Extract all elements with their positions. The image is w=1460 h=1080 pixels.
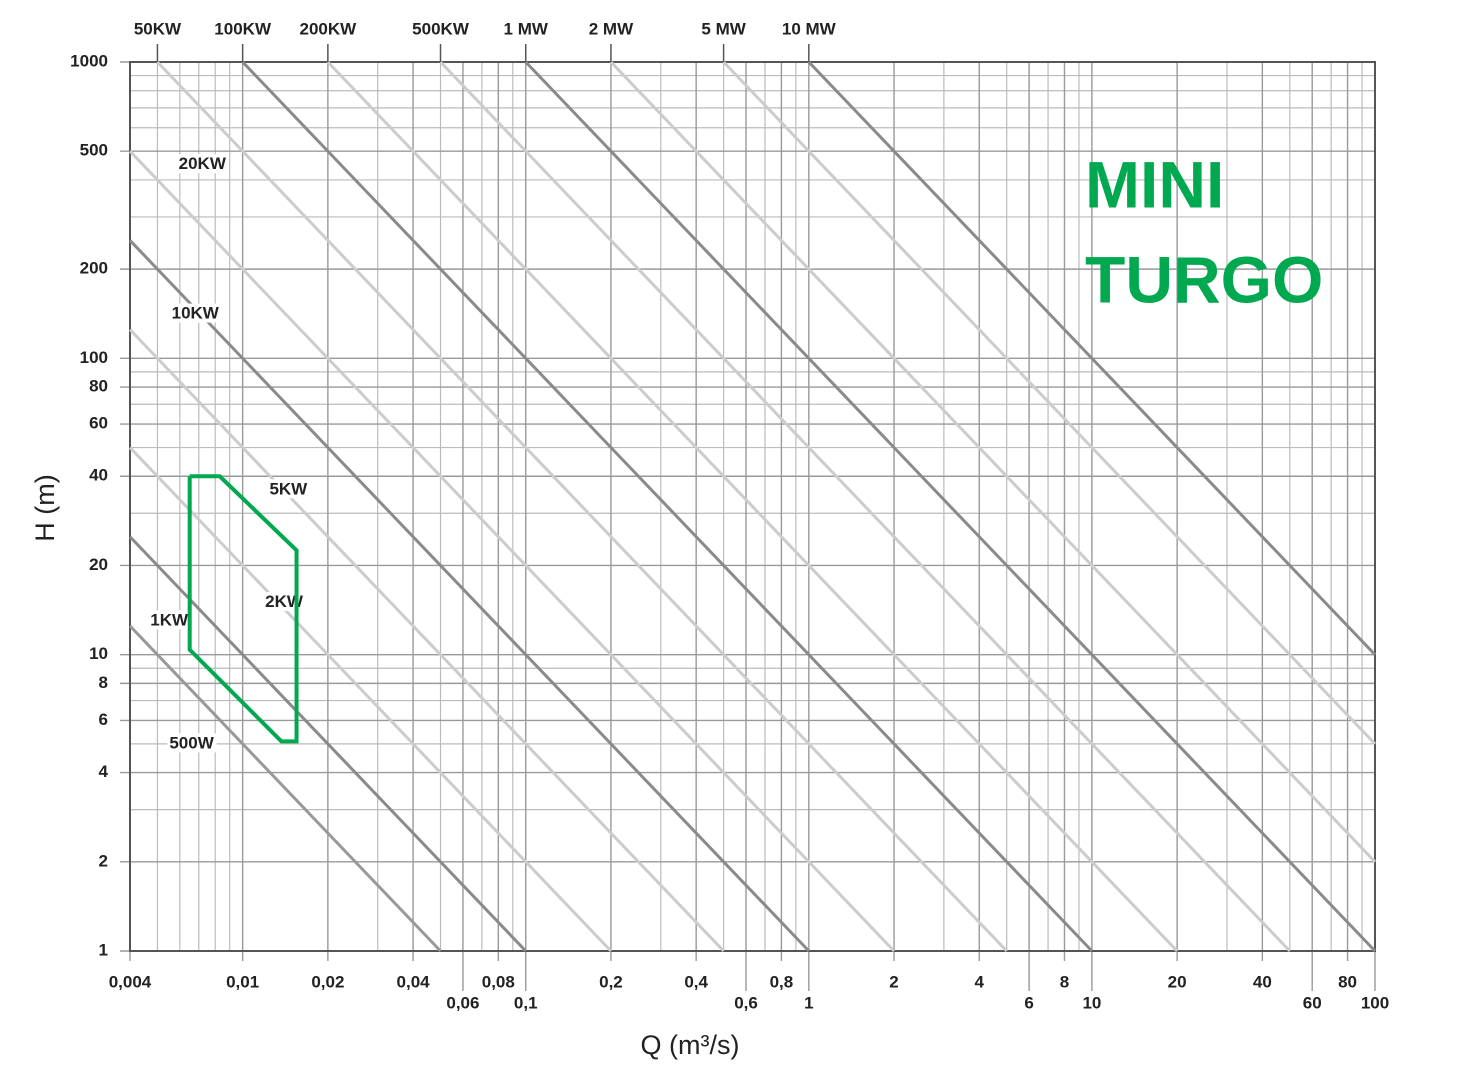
y-tick-label: 1000 <box>70 51 108 70</box>
x-tick-label: 0,8 <box>770 972 794 991</box>
x-tick-label: 10 <box>1082 993 1101 1012</box>
power-line <box>128 239 810 953</box>
power-label: 2 MW <box>589 19 634 38</box>
y-axis-label: H (m) <box>30 474 60 541</box>
power-line <box>241 60 1093 953</box>
x-tick-label: 1 <box>804 993 813 1012</box>
x-tick-label: 0,1 <box>514 993 538 1012</box>
y-tick-label: 80 <box>89 377 108 396</box>
y-tick-label: 40 <box>89 466 108 485</box>
x-tick-label: 20 <box>1168 972 1187 991</box>
x-tick-label: 0,04 <box>397 972 431 991</box>
region-outline <box>187 474 299 744</box>
x-tick-label: 0,004 <box>109 972 152 991</box>
power-label: 200KW <box>300 19 358 38</box>
power-label: 50KW <box>134 19 182 38</box>
power-line <box>128 535 527 953</box>
power-label: 1KW <box>150 610 189 629</box>
x-tick-label: 60 <box>1303 993 1322 1012</box>
power-label: 500KW <box>412 19 470 38</box>
x-tick-label: 80 <box>1338 972 1357 991</box>
x-tick-label: 0,01 <box>226 972 259 991</box>
y-tick-label: 60 <box>89 414 108 433</box>
power-line <box>156 60 1008 953</box>
y-tick-label: 1 <box>99 940 108 959</box>
power-label-bg <box>167 733 217 753</box>
power-label: 20KW <box>179 154 227 173</box>
power-line <box>128 446 613 953</box>
grid <box>120 61 1376 991</box>
x-tick-label: 0,4 <box>684 972 708 991</box>
power-line <box>807 60 1377 656</box>
x-tick-label: 2 <box>889 972 898 991</box>
power-lines <box>128 60 1377 953</box>
x-tick-label: 6 <box>1024 993 1033 1012</box>
power-label: 500W <box>169 733 214 752</box>
x-tick-label: 8 <box>1060 972 1069 991</box>
power-label: 10 MW <box>782 19 837 38</box>
power-label-bg <box>169 303 222 323</box>
y-tick-label: 200 <box>80 259 108 278</box>
power-label-bg <box>148 610 191 630</box>
power-line <box>722 60 1377 745</box>
x-axis-label: Q (m³/s) <box>641 1030 740 1060</box>
power-label-bg <box>267 479 311 499</box>
y-tick-label: 2 <box>99 851 108 870</box>
plot-frame <box>129 61 1376 952</box>
x-tick-label: 0,6 <box>734 993 758 1012</box>
power-line <box>609 60 1377 863</box>
power-label: 5KW <box>269 479 308 498</box>
power-line <box>128 150 896 953</box>
x-tick-label: 4 <box>975 972 985 991</box>
y-tick-label: 8 <box>99 673 108 692</box>
power-label: 2KW <box>265 592 304 611</box>
x-tick-label: 0,08 <box>482 972 515 991</box>
power-line <box>128 328 725 953</box>
power-label-bg <box>176 154 229 174</box>
y-tick-label: 20 <box>89 555 108 574</box>
region-label: TURGO <box>1085 242 1323 316</box>
x-tick-label: 0,2 <box>599 972 623 991</box>
y-tick-label: 100 <box>80 348 108 367</box>
x-tick-label: 100 <box>1361 993 1389 1012</box>
power-line <box>128 624 442 953</box>
x-tick-label: 0,02 <box>311 972 344 991</box>
power-label: 100KW <box>214 19 272 38</box>
power-label: 10KW <box>172 304 220 323</box>
y-tick-label: 10 <box>89 644 108 663</box>
power-line <box>326 60 1179 953</box>
power-line <box>524 60 1377 953</box>
y-tick-label: 500 <box>80 141 108 160</box>
x-tick-label: 0,06 <box>446 993 479 1012</box>
power-label: 5 MW <box>701 19 746 38</box>
x-tick-label: 40 <box>1253 972 1272 991</box>
y-tick-label: 6 <box>99 710 108 729</box>
y-tick-label: 4 <box>99 762 109 781</box>
region-label: MINI <box>1085 147 1224 221</box>
power-label: 1 MW <box>504 19 549 38</box>
power-line <box>439 60 1291 953</box>
